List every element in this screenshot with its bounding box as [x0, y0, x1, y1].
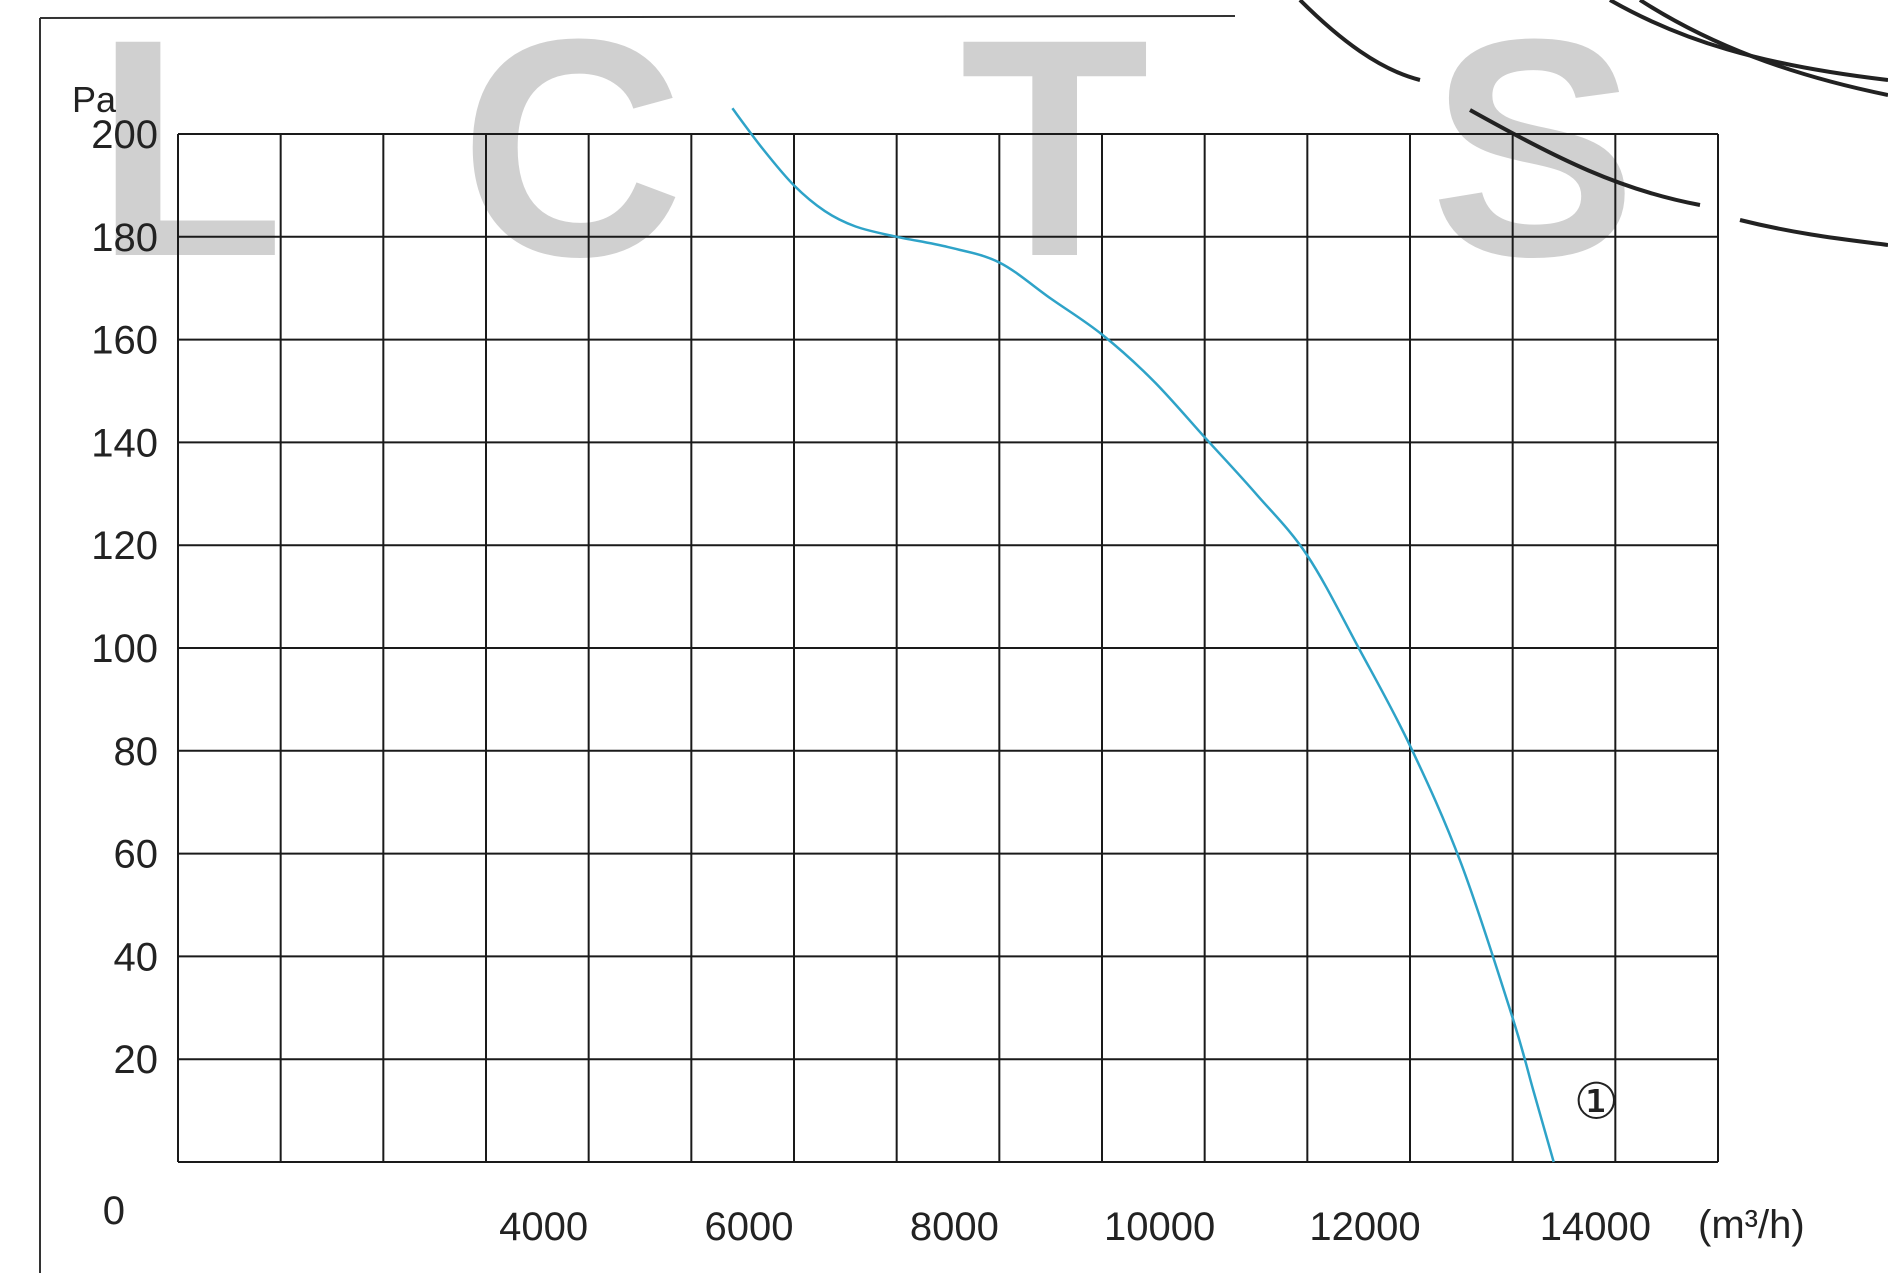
watermark-letter: T — [960, 0, 1149, 321]
y-tick-label: 0 — [103, 1189, 125, 1233]
y-tick-label: 60 — [114, 833, 159, 877]
y-axis-unit-label: Pa — [72, 79, 117, 120]
page-frame — [39, 15, 1236, 1273]
y-tick-label: 20 — [114, 1038, 159, 1082]
x-axis-tick-labels: 4000 6000 8000 10000 12000 14000 — [499, 1205, 1651, 1249]
x-tick-label: 12000 — [1309, 1205, 1420, 1249]
x-tick-label: 14000 — [1540, 1205, 1651, 1249]
arc-decoration — [1638, 0, 1888, 97]
curve-label: ① — [1574, 1073, 1619, 1129]
y-tick-label: 40 — [114, 935, 159, 979]
y-axis-tick-labels: 0 20 40 60 80 100 120 140 160 180 200 — [91, 113, 158, 1233]
chart-series — [731, 107, 1555, 1163]
arc-decoration — [1739, 218, 1888, 247]
y-tick-label: 180 — [91, 216, 158, 260]
x-tick-label: 6000 — [705, 1205, 794, 1249]
y-tick-label: 120 — [91, 524, 158, 568]
y-tick-label: 80 — [114, 730, 159, 774]
arc-decoration — [1469, 108, 1701, 207]
y-tick-label: 140 — [91, 421, 158, 465]
x-tick-label: 4000 — [499, 1205, 588, 1249]
frame-top-line — [39, 15, 1236, 19]
y-tick-label: 200 — [91, 113, 158, 157]
y-tick-label: 100 — [91, 627, 158, 671]
decorative-arcs — [1298, 0, 1888, 247]
x-tick-label: 8000 — [910, 1205, 999, 1249]
x-axis-unit-label: (m³/h) — [1698, 1203, 1805, 1247]
y-tick-label: 160 — [91, 319, 158, 363]
x-tick-label: 10000 — [1104, 1205, 1215, 1249]
watermark-letter: C — [460, 0, 684, 321]
chart-grid — [177, 133, 1719, 1163]
watermark-letter: S — [1430, 0, 1637, 321]
arc-decoration — [1298, 0, 1421, 82]
series-line — [731, 107, 1555, 1163]
arc-decoration — [1609, 0, 1888, 82]
watermark-letter: L — [95, 0, 284, 321]
